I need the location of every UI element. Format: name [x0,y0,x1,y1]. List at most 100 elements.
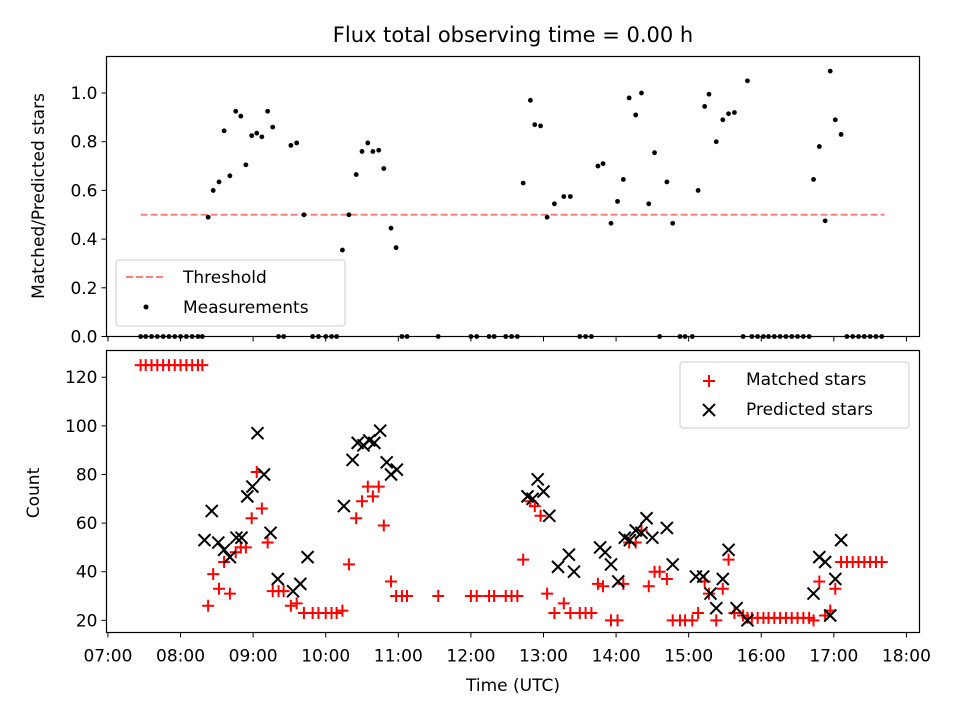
predicted-star-marker [234,530,249,545]
predicted-star-marker [834,533,848,547]
bottom-y-tick-label: 80 [76,465,98,485]
matched-star-marker [290,597,303,610]
bottom-y-tick-label: 60 [76,514,98,534]
measurement-point [551,201,557,207]
measurement-point [210,188,216,193]
measurement-point [376,147,382,153]
matched-star-marker [591,577,604,590]
measurement-point [713,139,719,145]
measurement-point [381,166,387,171]
matched-star-marker [642,580,655,593]
measurement-point [270,124,276,130]
predicted-star-marker [530,472,545,487]
measurement-point [561,194,567,199]
predicted-star-marker [257,467,271,482]
bottom-axes-frame [105,349,921,634]
top-y-tick-label: 0.8 [70,133,97,153]
matched-star-marker [356,495,369,508]
matched-star-marker [342,558,355,571]
top-y-axis-label: Matched/Predicted stars [29,93,49,299]
measurement-point [227,173,233,179]
top-y-ticks: 0.0 0.2 0.4 0.6 0.8 1.0 [70,84,107,348]
predicted-star-marker [567,565,581,579]
measurement-point [254,130,260,136]
measurement-point [652,150,657,156]
bottom-x-tick-label: 16:00 [737,647,786,667]
legend-measurements-swatch [143,304,149,310]
matched-star-marker [597,580,610,593]
measurement-point [520,180,526,186]
top-y-tick-label: 1.0 [70,84,97,104]
bottom-x-tick-label: 14:00 [592,647,641,667]
top-legend-box [115,259,346,327]
measurement-point [388,225,394,231]
measurement-point [706,91,712,97]
measurement-point [822,218,828,224]
top-y-tick-label: 0.0 [70,328,97,348]
measurement-point [639,90,644,96]
legend-measurements-label: Measurements [183,298,309,318]
matched-star-marker [277,585,290,598]
bottom-x-tick-label: 10:00 [301,647,350,667]
predicted-star-marker [217,543,231,557]
measurement-point [346,212,352,218]
matched-star-marker [385,575,398,588]
predicted-star-marker [551,560,565,574]
matched-star-marker [660,573,673,586]
measurement-point [726,111,731,117]
measurement-point [265,108,271,114]
measurement-point [626,95,632,101]
measurement-point [370,149,376,154]
predicted-star-marker [823,608,837,623]
predicted-star-marker [598,545,612,559]
measurement-point [243,162,249,168]
predicted-star-marker [205,504,219,518]
chart-title: Flux total observing time = 0.00 h [333,23,693,47]
predicted-star-marker [806,586,821,601]
matched-star-marker [470,590,483,603]
predicted-star-marker [263,526,278,540]
top-legend: Threshold Measurements [115,259,346,327]
matched-star-marker [213,582,226,595]
measurement-point [365,140,371,146]
predicted-star-marker [729,601,744,615]
measurement-point [608,220,614,226]
measurement-point [702,104,708,109]
measurement-point [816,144,822,149]
predicted-star-marker [337,499,351,513]
predicted-star-marker [223,550,237,564]
predicted-star-marker [300,550,315,564]
matched-star-marker [548,607,561,620]
bottom-x-tick-label: 13:00 [519,647,568,667]
measurement-point [600,161,606,167]
predicted-star-marker [709,601,723,615]
predicted-star-marker [525,492,540,506]
bottom-legend: Matched stars Predicted stars [679,361,910,429]
bottom-data-marks [134,359,888,628]
top-y-tick-label: 0.6 [70,181,97,201]
matched-star-marker [361,480,374,493]
matched-star-marker [196,359,209,372]
measurement-point [528,97,533,103]
predicted-star-marker [660,521,674,535]
measurement-point [259,134,265,140]
predicted-star-marker [250,426,265,440]
bottom-x-tick-label: 08:00 [156,647,205,667]
predicted-star-marker [818,555,832,569]
bottom-x-tick-label: 07:00 [83,647,132,667]
matched-star-marker [611,614,624,627]
bottom-y-tick-label: 100 [65,417,97,437]
measurement-point [670,220,676,226]
legend-matched-label: Matched stars [746,370,866,390]
matched-star-marker [330,607,343,620]
predicted-star-marker [245,479,260,494]
measurement-point [646,201,652,207]
measurement-point [664,179,670,185]
bottom-y-tick-label: 120 [65,368,97,388]
measurement-point [238,113,244,119]
bottom-y-tick-label: 40 [76,563,98,583]
legend-matched-swatch [703,375,715,387]
matched-star-marker [653,565,666,578]
predicted-star-marker [211,535,225,550]
measurement-point [221,128,227,134]
